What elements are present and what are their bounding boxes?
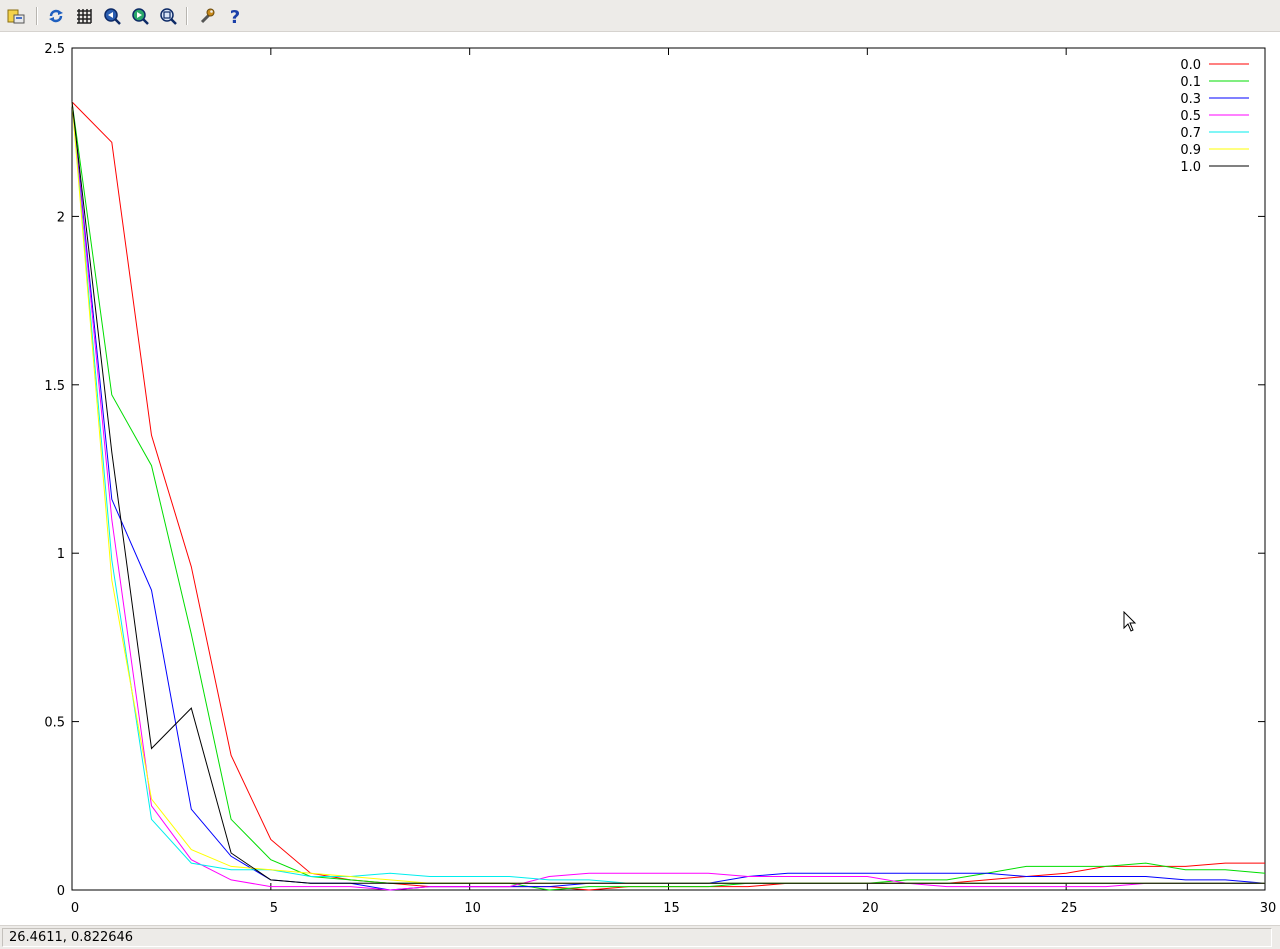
statusbar: 26.4611, 0.822646 (0, 925, 1280, 949)
toolbar: ? (0, 0, 1280, 32)
x-tick-label: 0 (71, 901, 79, 916)
x-tick-label: 5 (270, 901, 278, 916)
y-tick-label: 0.5 (44, 716, 65, 731)
x-tick-label: 20 (862, 901, 879, 916)
y-tick-label: 0 (57, 884, 65, 899)
toolbar-separator (186, 7, 188, 25)
zoom-next-button[interactable] (129, 5, 151, 27)
cursor-coordinates: 26.4611, 0.822646 (2, 928, 1272, 947)
export-button[interactable] (5, 5, 27, 27)
line-chart: 0 5 10 15 20 25 30 0 0.5 1 1.5 2 2.5 0.0 0.1 0.3 0.5 0.7… (44, 42, 1276, 916)
plot-area[interactable]: 0 5 10 15 20 25 30 0 0.5 1 1.5 2 2.5 0.0 0.1 0.3 0.5 0.7… (0, 33, 1280, 923)
y-tick-label: 2.5 (44, 42, 65, 57)
wrench-icon (200, 8, 215, 24)
series-line-0.3 (71, 101, 1266, 891)
x-tick-label: 15 (663, 901, 680, 916)
series-line-0.1 (71, 101, 1266, 891)
series-line-0.0 (71, 101, 1265, 891)
series-line-0.9 (71, 101, 1265, 884)
grid-button[interactable] (73, 5, 95, 27)
legend-label: 0.7 (1180, 126, 1201, 141)
help-button[interactable]: ? (224, 5, 246, 27)
legend-label: 1.0 (1180, 160, 1201, 175)
series-line-0.5 (71, 101, 1265, 891)
x-tick-label: 30 (1260, 901, 1277, 916)
legend-label: 0.5 (1180, 109, 1201, 124)
axis-ticks: 0 5 10 15 20 25 30 0 0.5 1 1.5 2 2.5 (44, 42, 1276, 916)
y-tick-label: 1 (57, 547, 65, 562)
mouse-cursor-icon (1123, 611, 1137, 632)
x-tick-label: 10 (464, 901, 481, 916)
y-tick-label: 1.5 (44, 379, 65, 394)
zoom-back-button[interactable] (101, 5, 123, 27)
legend-label: 0.3 (1180, 92, 1201, 107)
legend-label: 0.0 (1180, 58, 1201, 73)
series-line-1.0 (71, 101, 1265, 884)
help-icon: ? (230, 7, 240, 25)
svg-text:?: ? (230, 7, 240, 25)
y-tick-label: 2 (57, 210, 65, 225)
legend-label: 0.1 (1180, 75, 1201, 90)
options-button[interactable] (196, 5, 218, 27)
toolbar-separator (36, 7, 38, 25)
plot-frame (71, 47, 1266, 891)
x-tick-label: 25 (1061, 901, 1078, 916)
grid-icon (77, 9, 92, 24)
unzoom-button[interactable] (157, 5, 179, 27)
zoom-back-icon (104, 8, 121, 25)
legend-label: 0.9 (1180, 143, 1201, 158)
unzoom-icon (160, 8, 177, 25)
export-icon (7, 9, 25, 24)
replot-icon (49, 9, 63, 23)
replot-button[interactable] (45, 5, 67, 27)
legend: 0.0 0.1 0.3 0.5 0.7 0.9 1.0 (1180, 58, 1249, 175)
zoom-next-icon (132, 8, 149, 25)
series-group (71, 101, 1266, 891)
series-line-0.7 (71, 101, 1265, 884)
